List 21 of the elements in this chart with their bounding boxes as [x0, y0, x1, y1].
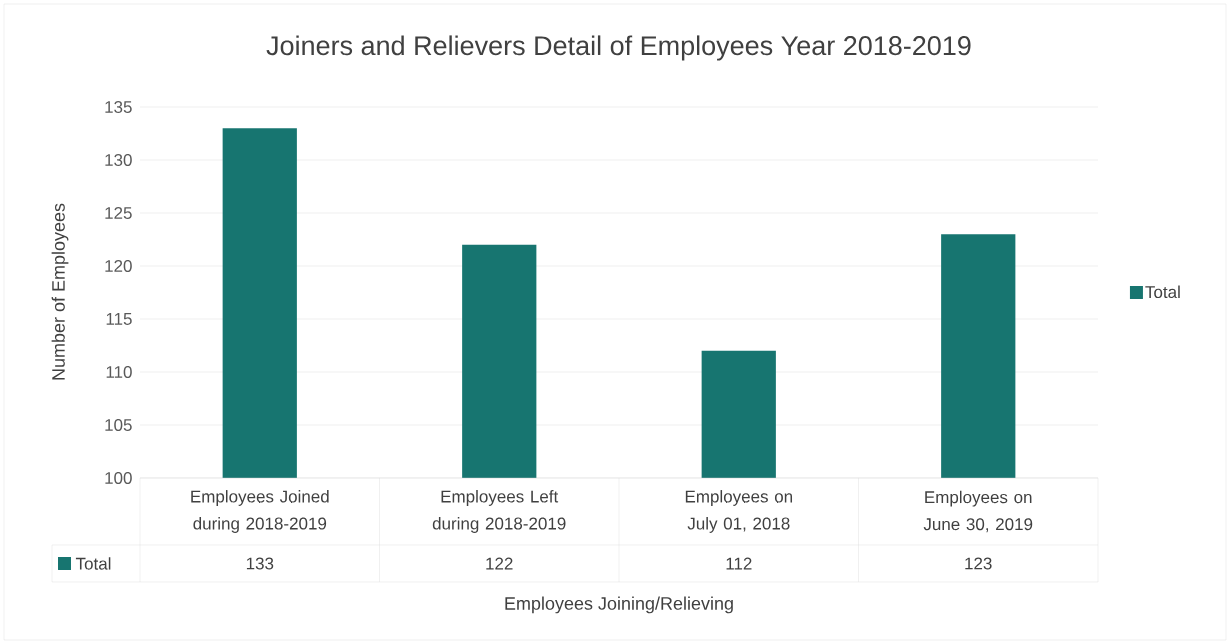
y-tick-label: 130: [105, 153, 132, 167]
y-tick-label: 115: [106, 313, 132, 325]
y-tick-label: 125: [105, 206, 132, 220]
y-tick-label: 110: [106, 365, 132, 379]
data-label: 123: [965, 557, 992, 570]
data-label: 133: [246, 557, 274, 570]
text: Total: [75, 557, 111, 570]
y-tick-label: 135: [105, 100, 132, 114]
x-tick-label: Employees on July 01, 2018: [685, 490, 793, 533]
x-axis-title: Employees Joining/Relieving: [505, 596, 733, 614]
x-tick-label: Employees Left during 2018-2019: [432, 490, 566, 533]
y-axis-title: Number of Employees: [51, 203, 69, 380]
data-label: 122: [486, 557, 513, 570]
x-tick-label: Employees Joined during 2018-2019: [191, 490, 329, 533]
data-label: 112: [726, 557, 752, 570]
x-tick-label: Employees on June 30, 2019: [923, 490, 1033, 533]
chart-title: Joiners and Relievers Detail of Employees Year 2018-2019: [266, 35, 971, 61]
y-tick-label: 120: [105, 259, 132, 273]
y-tick-label: 105: [105, 418, 132, 432]
y-tick-label: 100: [105, 471, 132, 485]
legend-label: Total: [1145, 285, 1180, 299]
